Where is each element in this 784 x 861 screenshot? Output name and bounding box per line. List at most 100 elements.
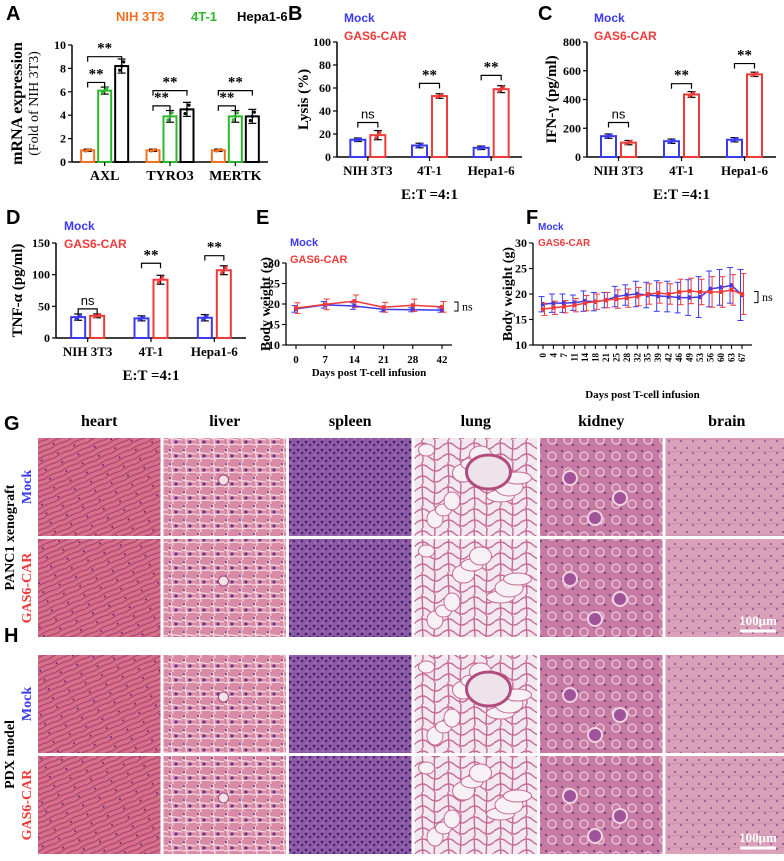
data-point xyxy=(250,114,254,118)
y-tick-label: 10 xyxy=(268,338,280,352)
bronchiole xyxy=(465,670,512,708)
organ-label-liver: liver xyxy=(209,413,240,430)
histology-image-spleen xyxy=(289,655,412,753)
chart-d-tnf-alpha: 0 50 100 150 TNF-α (pg/ml) NIH 3T3 4T-1 Hepa1-6… xyxy=(10,219,246,384)
histology-image-heart xyxy=(38,539,161,637)
legend-entry: Hepa1-6 xyxy=(237,9,288,24)
significance-label: ** xyxy=(737,48,752,64)
legend-mock: Mock xyxy=(290,237,319,249)
x-tick-label: 18 xyxy=(590,353,600,363)
data-point xyxy=(374,136,378,140)
data-point xyxy=(222,268,226,272)
x-tick-label: 21 xyxy=(601,353,611,363)
significance-label: ** xyxy=(154,90,169,106)
histology-image-spleen xyxy=(289,438,412,536)
y-tick-label: 2 xyxy=(60,132,66,146)
alveolus xyxy=(443,491,461,511)
significance-label: ** xyxy=(207,240,222,256)
data-point xyxy=(499,87,503,91)
data-point-gas6-car xyxy=(729,287,734,292)
bar-gas6-car xyxy=(152,278,169,340)
panel-letter-e: E xyxy=(256,207,269,229)
y-tick-label: 20 xyxy=(515,287,527,301)
x-tick-label: 56 xyxy=(706,353,716,363)
x-tick-label: 28 xyxy=(622,353,632,363)
y-tick-label: 150 xyxy=(32,236,50,250)
organ-label-lung: lung xyxy=(461,413,491,430)
alveolus xyxy=(503,789,532,803)
bar-mock xyxy=(349,138,367,158)
histology-image-liver xyxy=(163,655,286,753)
central-vein xyxy=(218,691,229,703)
glomerulus xyxy=(612,591,628,607)
glomerulus xyxy=(587,727,603,743)
glomerulus xyxy=(562,687,578,703)
x-tick-label: 0 xyxy=(293,354,299,366)
data-point xyxy=(754,71,759,75)
y-tick-label: 0 xyxy=(44,331,50,345)
bar-4t-1 xyxy=(97,89,113,163)
data-point-gas6-car xyxy=(614,297,619,302)
y-tick-label: 20 xyxy=(319,127,331,141)
data-point xyxy=(481,145,485,149)
y-tick-label: 30 xyxy=(268,256,280,270)
x-tick-label: 14 xyxy=(349,354,361,366)
alveolus xyxy=(418,443,435,457)
significance-bracket xyxy=(217,90,253,96)
x-tick-label: 7 xyxy=(322,354,328,366)
organ-label-brain: brain xyxy=(708,413,745,430)
x-tick-label: 28 xyxy=(407,354,419,366)
y-tick-label: 20 xyxy=(268,297,280,311)
glomerulus xyxy=(612,490,628,506)
data-point xyxy=(187,103,191,107)
data-point xyxy=(501,85,505,89)
alveolus xyxy=(418,660,435,674)
x-tick-label: 4 xyxy=(548,353,558,358)
data-point xyxy=(218,147,222,152)
data-point-gas6-car xyxy=(582,301,587,306)
significance-label: ** xyxy=(219,90,234,106)
scale-label: 100μm xyxy=(739,830,777,845)
data-point xyxy=(358,137,362,141)
y-tick-label: 15 xyxy=(268,318,280,332)
histology-image-brain xyxy=(665,438,784,536)
x-tick-label: TYRO3 xyxy=(146,169,193,184)
y-tick-label: 100 xyxy=(32,268,50,282)
y-tick-label: 100 xyxy=(313,35,331,49)
y-tick-label: 15 xyxy=(515,313,527,327)
histology-image-brain xyxy=(665,756,784,854)
bar-gas6-car xyxy=(215,269,232,340)
data-point-gas6-car xyxy=(687,288,692,293)
data-point xyxy=(252,110,256,114)
significance-bracket xyxy=(152,105,171,111)
data-point xyxy=(101,91,105,95)
x-tick-label: Hepa1-6 xyxy=(191,344,238,359)
chart-a-mrna-expression: 0 2 4 6 8 10 mRNA expression (Fold of NIH 3T3) A… xyxy=(9,9,288,184)
y-tick-label: 50 xyxy=(38,299,50,313)
x-axis-label: E:T =4:1 xyxy=(122,368,179,384)
data-point xyxy=(168,114,172,118)
alveolus xyxy=(418,761,435,775)
x-tick-label: 42 xyxy=(664,353,674,363)
data-point-gas6-car xyxy=(698,289,703,294)
glomerulus xyxy=(612,808,628,824)
x-tick-label: 46 xyxy=(674,353,684,363)
data-point-gas6-car xyxy=(572,303,577,308)
histology-image-heart xyxy=(38,438,161,536)
significance-label: ns xyxy=(762,290,773,304)
x-tick-label: NIH 3T3 xyxy=(343,163,393,178)
data-point xyxy=(203,316,207,320)
legend-entry: NIH 3T3 xyxy=(116,9,164,24)
data-point xyxy=(120,64,124,68)
alveolus xyxy=(443,592,461,612)
x-tick-label: 4T-1 xyxy=(417,163,442,178)
data-point-gas6-car xyxy=(381,305,386,310)
data-point-gas6-car xyxy=(645,292,650,296)
data-point-gas6-car xyxy=(624,296,629,301)
y-tick-label: 0 xyxy=(60,155,66,169)
y-axis-label: Lysis (%) xyxy=(296,69,312,130)
x-tick-label: AXL xyxy=(90,169,120,184)
organ-label-heart: heart xyxy=(81,413,118,430)
alveolus xyxy=(443,809,461,829)
y-tick-label: 60 xyxy=(319,81,331,95)
